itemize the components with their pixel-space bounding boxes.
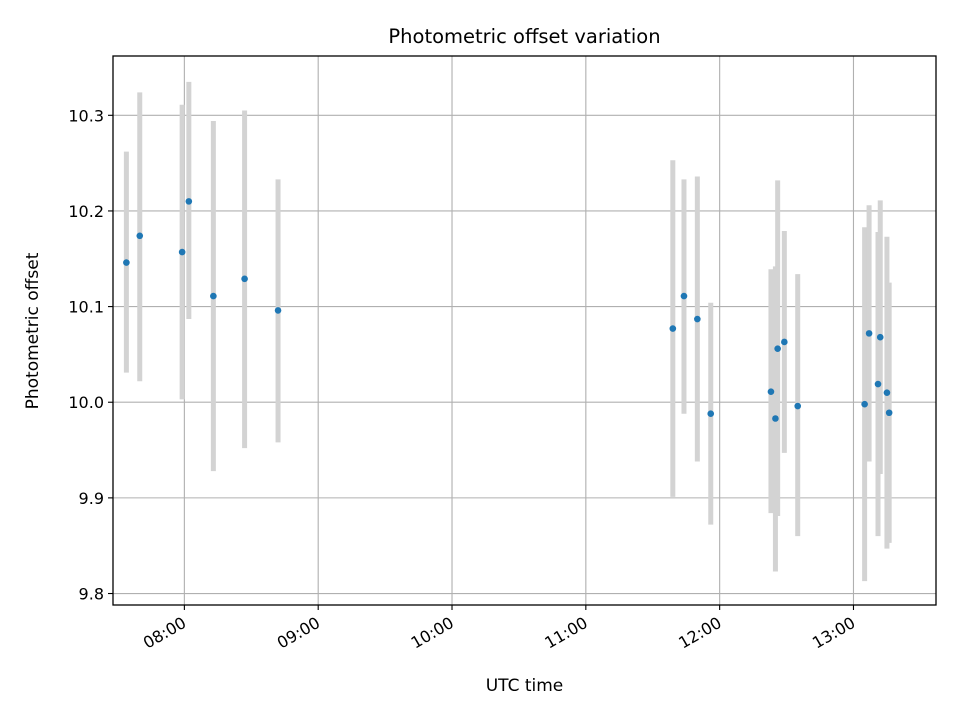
data-point [883, 389, 891, 396]
y-axis-title: Photometric offset [23, 252, 43, 409]
data-point [772, 415, 779, 422]
data-point [707, 410, 715, 418]
data-point [669, 325, 677, 332]
y-tick-label: 10.2 [68, 202, 104, 221]
data-point [885, 409, 893, 417]
data-point [865, 330, 873, 337]
y-tick-label: 10.1 [68, 298, 104, 317]
data-point [794, 402, 802, 410]
data-point [178, 248, 186, 256]
x-axis-title: UTC time [486, 676, 564, 696]
y-tick-label: 10.0 [68, 393, 104, 412]
data-points [123, 198, 893, 422]
data-point [767, 388, 775, 396]
data-point [274, 307, 282, 314]
data-point [774, 345, 781, 352]
data-point [874, 380, 882, 388]
y-axis-ticks: 9.8 9.9 10.0 10.1 10.2 10.3 [68, 106, 113, 604]
data-point [136, 232, 144, 240]
chart-title: Photometric offset variation [388, 25, 660, 48]
data-point [781, 338, 788, 346]
y-tick-label: 9.8 [79, 585, 104, 604]
data-point [694, 315, 701, 323]
data-point [185, 198, 193, 205]
plot-frame [112, 55, 937, 606]
data-point [861, 400, 868, 408]
data-point [876, 333, 884, 341]
data-point [123, 259, 130, 266]
y-tick-label: 10.3 [68, 106, 104, 125]
data-point [210, 292, 217, 300]
data-point [680, 292, 688, 300]
data-point [241, 275, 248, 283]
y-tick-label: 9.9 [79, 489, 104, 508]
